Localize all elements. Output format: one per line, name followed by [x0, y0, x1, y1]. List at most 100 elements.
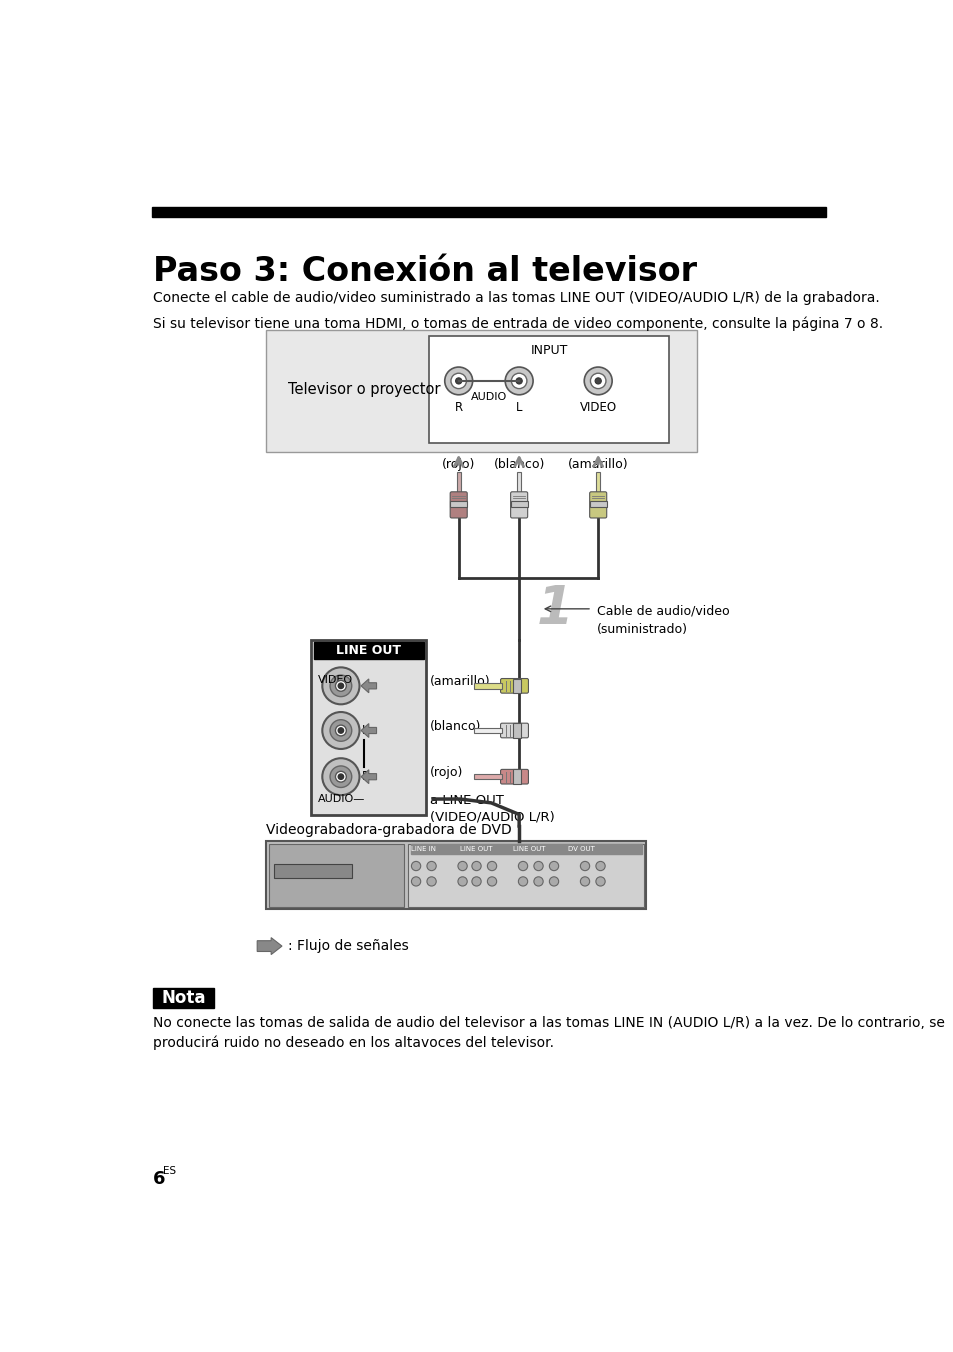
Circle shape: [411, 877, 420, 886]
Circle shape: [337, 773, 343, 779]
Circle shape: [322, 713, 359, 749]
Circle shape: [596, 877, 604, 886]
Text: AUDIO—: AUDIO—: [317, 794, 365, 803]
Circle shape: [590, 373, 605, 388]
FancyBboxPatch shape: [589, 492, 606, 518]
Bar: [311, 639, 426, 815]
Text: INPUT: INPUT: [530, 343, 567, 357]
Bar: [474, 773, 501, 779]
Text: (amarillo): (amarillo): [567, 458, 628, 470]
Text: No conecte las tomas de salida de audio del televisor a las tomas LINE IN (AUDIO: No conecte las tomas de salida de audio …: [153, 1017, 944, 1051]
Circle shape: [596, 861, 604, 871]
Circle shape: [534, 861, 542, 871]
Circle shape: [511, 373, 526, 388]
Circle shape: [322, 758, 359, 795]
Text: LINE OUT: LINE OUT: [459, 846, 493, 852]
Bar: [269, 844, 404, 907]
Circle shape: [487, 861, 497, 871]
Text: LINE IN: LINE IN: [411, 846, 436, 852]
Circle shape: [322, 668, 359, 704]
Bar: [513, 723, 520, 738]
Bar: [450, 502, 467, 507]
Bar: [410, 844, 641, 854]
Bar: [596, 472, 599, 493]
Circle shape: [427, 861, 436, 871]
Bar: [266, 330, 696, 452]
Text: VIDEO: VIDEO: [579, 402, 617, 414]
Circle shape: [595, 377, 600, 384]
Text: : Flujo de señales: : Flujo de señales: [288, 940, 409, 953]
Circle shape: [472, 861, 480, 871]
Text: Cable de audio/video
(suministrado): Cable de audio/video (suministrado): [596, 604, 728, 635]
Text: Conecte el cable de audio/video suministrado a las tomas LINE OUT (VIDEO/AUDIO L: Conecte el cable de audio/video suminist…: [153, 291, 880, 304]
Circle shape: [451, 373, 466, 388]
Polygon shape: [360, 679, 376, 692]
Text: ES: ES: [163, 1167, 176, 1176]
FancyBboxPatch shape: [510, 492, 527, 518]
Text: R: R: [455, 402, 462, 414]
Text: Si su televisor tiene una toma HDMI, o tomas de entrada de video componente, con: Si su televisor tiene una toma HDMI, o t…: [153, 316, 882, 331]
Circle shape: [457, 861, 467, 871]
Bar: [513, 679, 520, 694]
Text: LINE OUT: LINE OUT: [336, 644, 401, 657]
Text: Nota: Nota: [161, 990, 206, 1007]
Text: (rojo): (rojo): [430, 767, 463, 779]
Text: VIDEO: VIDEO: [317, 675, 353, 685]
Circle shape: [337, 683, 343, 688]
Circle shape: [457, 877, 467, 886]
Bar: [429, 337, 669, 442]
Bar: [513, 769, 520, 784]
Bar: [474, 683, 501, 688]
Circle shape: [487, 877, 497, 886]
Polygon shape: [360, 769, 376, 784]
Text: DV OUT: DV OUT: [568, 846, 595, 852]
FancyBboxPatch shape: [500, 723, 528, 738]
Bar: [474, 727, 501, 733]
FancyBboxPatch shape: [500, 679, 528, 694]
Circle shape: [330, 675, 352, 696]
Circle shape: [335, 725, 346, 735]
Text: Paso 3: Conexión al televisor: Paso 3: Conexión al televisor: [153, 254, 697, 288]
Circle shape: [505, 366, 533, 395]
FancyBboxPatch shape: [450, 492, 467, 518]
FancyBboxPatch shape: [500, 769, 528, 784]
Text: 1: 1: [536, 583, 573, 635]
Bar: [456, 472, 460, 493]
Circle shape: [516, 377, 521, 384]
Circle shape: [549, 861, 558, 871]
Text: L: L: [361, 725, 368, 737]
Text: AUDIO: AUDIO: [471, 392, 506, 402]
Text: a LINE OUT
(VIDEO/AUDIO L/R): a LINE OUT (VIDEO/AUDIO L/R): [430, 794, 555, 823]
Circle shape: [534, 877, 542, 886]
Bar: [274, 864, 352, 879]
Circle shape: [427, 877, 436, 886]
Circle shape: [517, 861, 527, 871]
Circle shape: [583, 366, 612, 395]
Text: (rojo): (rojo): [441, 458, 475, 470]
Polygon shape: [257, 938, 282, 955]
Circle shape: [330, 719, 352, 741]
Text: L: L: [516, 402, 522, 414]
Bar: [517, 472, 520, 493]
Text: (blanco): (blanco): [493, 458, 544, 470]
Circle shape: [549, 877, 558, 886]
Circle shape: [337, 727, 343, 733]
Circle shape: [411, 861, 420, 871]
Circle shape: [579, 861, 589, 871]
Circle shape: [335, 680, 346, 691]
Text: Televisor o proyector: Televisor o proyector: [288, 381, 440, 397]
Bar: [408, 844, 643, 907]
Circle shape: [456, 377, 461, 384]
Bar: [510, 502, 527, 507]
Bar: [266, 841, 645, 909]
Bar: [314, 642, 423, 658]
Bar: [153, 988, 213, 1009]
Text: R: R: [361, 771, 370, 783]
Circle shape: [335, 771, 346, 781]
Text: LINE OUT: LINE OUT: [513, 846, 545, 852]
Bar: [589, 502, 606, 507]
Circle shape: [444, 366, 472, 395]
Text: (amarillo): (amarillo): [430, 675, 490, 688]
Polygon shape: [360, 723, 376, 737]
Circle shape: [472, 877, 480, 886]
